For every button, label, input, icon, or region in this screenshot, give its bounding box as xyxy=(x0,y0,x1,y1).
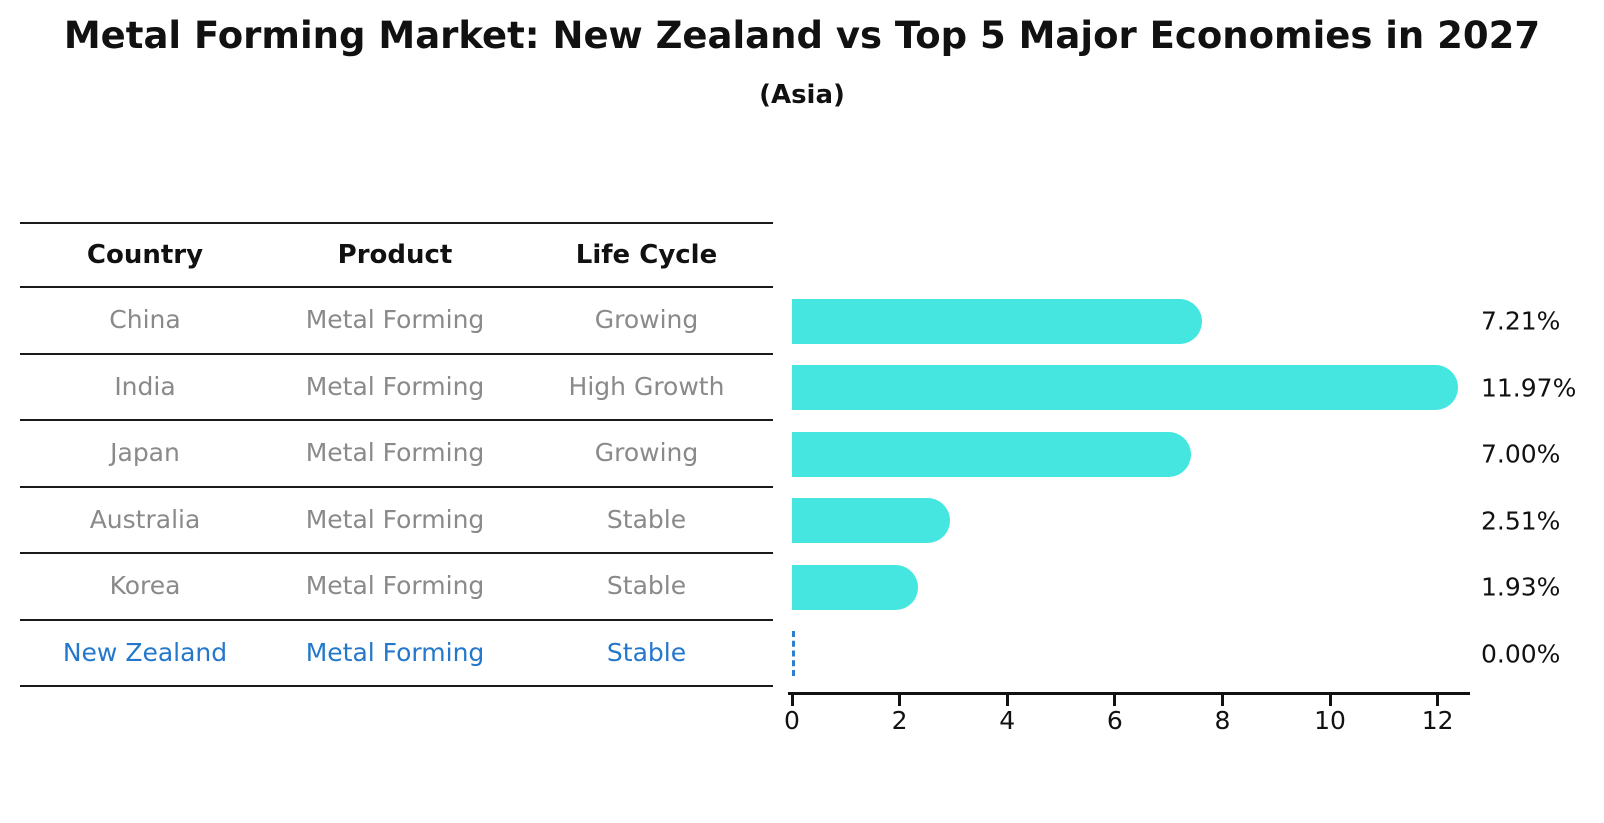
zero-dashed-marker-new-zealand xyxy=(792,631,795,677)
bar-value-label: 7.00% xyxy=(1481,439,1561,469)
bar-value-label: 7.21% xyxy=(1481,306,1561,336)
cell-product: Metal Forming xyxy=(305,438,485,467)
cell-life-cycle: Stable xyxy=(606,637,687,667)
cell-country: Japan xyxy=(110,438,180,467)
bar-india xyxy=(792,365,1459,411)
x-axis-tick-label: 4 xyxy=(999,706,1016,735)
data-table: Country Product Life Cycle China Metal F… xyxy=(20,222,773,687)
cell-country: India xyxy=(114,371,176,401)
column-header-country: Country xyxy=(86,240,204,270)
cell-product: Metal Forming xyxy=(305,571,485,600)
x-axis-tick xyxy=(790,695,794,706)
x-axis-tick-label: 10 xyxy=(1314,706,1346,735)
cell-country: Australia xyxy=(89,504,201,534)
bar-australia xyxy=(792,498,950,544)
x-axis-tick xyxy=(1113,695,1117,706)
x-axis-tick-label: 2 xyxy=(891,706,908,735)
page-subtitle: (Asia) xyxy=(759,80,845,110)
bar-korea xyxy=(792,564,919,610)
cell-country: Korea xyxy=(109,571,181,600)
table-row-china: China Metal Forming Growing xyxy=(20,288,773,355)
bar-value-label: 0.00% xyxy=(1481,639,1561,669)
table-header-row: Country Product Life Cycle xyxy=(20,222,773,288)
cell-product: Metal Forming xyxy=(305,305,485,334)
x-axis-tick-label: 12 xyxy=(1421,706,1454,735)
page-title: Metal Forming Market: New Zealand vs Top… xyxy=(63,14,1541,57)
x-axis-tick xyxy=(1328,695,1332,706)
bar-value-label: 2.51% xyxy=(1481,506,1561,536)
x-axis-tick xyxy=(1436,695,1440,706)
bar-china xyxy=(792,298,1203,344)
cell-country: New Zealand xyxy=(62,637,228,667)
cell-product: Metal Forming xyxy=(305,504,485,534)
column-header-product: Product xyxy=(337,240,453,270)
table-row-australia: Australia Metal Forming Stable xyxy=(20,488,773,554)
cell-life-cycle: Growing xyxy=(594,305,699,334)
x-axis-tick-label: 6 xyxy=(1106,706,1123,735)
x-axis-tick-label: 0 xyxy=(784,706,800,735)
cell-life-cycle: High Growth xyxy=(568,371,725,401)
cell-product: Metal Forming xyxy=(305,637,485,667)
cell-country: China xyxy=(109,305,181,334)
x-axis-tick-label: 8 xyxy=(1214,706,1231,735)
x-axis-tick xyxy=(1220,695,1224,706)
table-row-new-zealand: New Zealand Metal Forming Stable xyxy=(20,621,773,687)
x-axis-tick xyxy=(898,695,902,706)
table-row-japan: Japan Metal Forming Growing xyxy=(20,421,773,488)
column-header-life-cycle: Life Cycle xyxy=(575,240,718,270)
cell-product: Metal Forming xyxy=(305,371,485,401)
table-row-korea: Korea Metal Forming Stable xyxy=(20,554,773,621)
cell-life-cycle: Stable xyxy=(606,571,687,600)
cell-life-cycle: Growing xyxy=(594,438,699,467)
bar-value-label: 11.97% xyxy=(1481,373,1577,403)
bar-japan xyxy=(792,431,1192,477)
cell-life-cycle: Stable xyxy=(606,504,687,534)
table-row-india: India Metal Forming High Growth xyxy=(20,355,773,421)
x-axis-tick xyxy=(1005,695,1009,706)
bar-value-label: 1.93% xyxy=(1481,572,1561,602)
x-axis-line xyxy=(788,692,1470,695)
